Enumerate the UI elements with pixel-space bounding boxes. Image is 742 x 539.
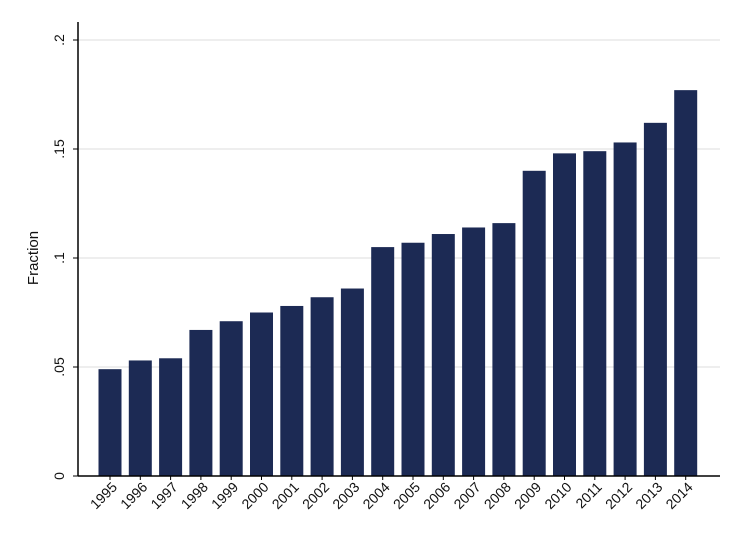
x-tick-label: 2007 xyxy=(450,479,483,512)
x-tick-label: 2002 xyxy=(299,479,332,512)
x-tick-label: 2003 xyxy=(329,479,362,512)
bar-1999 xyxy=(219,321,243,476)
bar-1997 xyxy=(159,358,183,476)
x-tick-layer: 1995199619971998199920002001200220032004… xyxy=(87,476,696,512)
bar-2003 xyxy=(340,288,364,476)
y-tick-label: .05 xyxy=(51,357,67,377)
y-axis-title: Fraction xyxy=(25,231,42,285)
x-tick-label: 2008 xyxy=(481,479,514,512)
bar-2000 xyxy=(250,312,273,476)
bar-2010 xyxy=(553,153,576,477)
bar-2013 xyxy=(643,122,667,476)
bar-2005 xyxy=(401,242,425,476)
x-tick-label: 2009 xyxy=(511,479,544,512)
x-tick-label: 2004 xyxy=(359,479,392,512)
x-tick-label: 1995 xyxy=(87,479,120,512)
bar-1998 xyxy=(189,329,213,476)
x-tick-label: 2012 xyxy=(602,479,635,512)
bar-2008 xyxy=(492,223,516,476)
y-tick-label: .2 xyxy=(51,34,67,46)
x-tick-label: 2001 xyxy=(269,479,302,512)
bar-2009 xyxy=(522,170,546,477)
x-tick-label: 1997 xyxy=(147,479,180,512)
x-tick-label: 1996 xyxy=(117,479,150,512)
y-tick-layer: 0 .05 .1 .15 .2 xyxy=(51,34,78,480)
axes-layer xyxy=(77,22,720,477)
bar-2007 xyxy=(462,227,486,476)
x-tick-label: 1999 xyxy=(208,479,241,512)
bar-2011 xyxy=(583,151,607,476)
bar-1996 xyxy=(128,360,152,476)
bar-2012 xyxy=(613,142,637,476)
bar-1995 xyxy=(98,369,122,476)
x-tick-label: 2005 xyxy=(390,479,423,512)
x-tick-label: 2013 xyxy=(632,479,665,512)
x-tick-label: 2011 xyxy=(572,479,605,512)
bar-2002 xyxy=(310,297,334,476)
x-tick-label: 2006 xyxy=(420,479,453,512)
y-tick-label: .1 xyxy=(51,252,67,264)
x-tick-label: 2010 xyxy=(541,479,574,512)
x-tick-label: 2000 xyxy=(238,479,271,512)
grid-layer xyxy=(78,39,720,368)
x-tick-label: 1998 xyxy=(178,479,211,512)
bar-2014 xyxy=(674,90,698,476)
y-tick-label: .15 xyxy=(51,139,67,159)
x-tick-label: 2014 xyxy=(662,479,695,512)
bar-2001 xyxy=(280,305,304,476)
bars-layer xyxy=(98,90,698,477)
y-tick-label: 0 xyxy=(51,472,67,480)
bar-2004 xyxy=(371,247,395,476)
bar-2006 xyxy=(431,234,455,476)
